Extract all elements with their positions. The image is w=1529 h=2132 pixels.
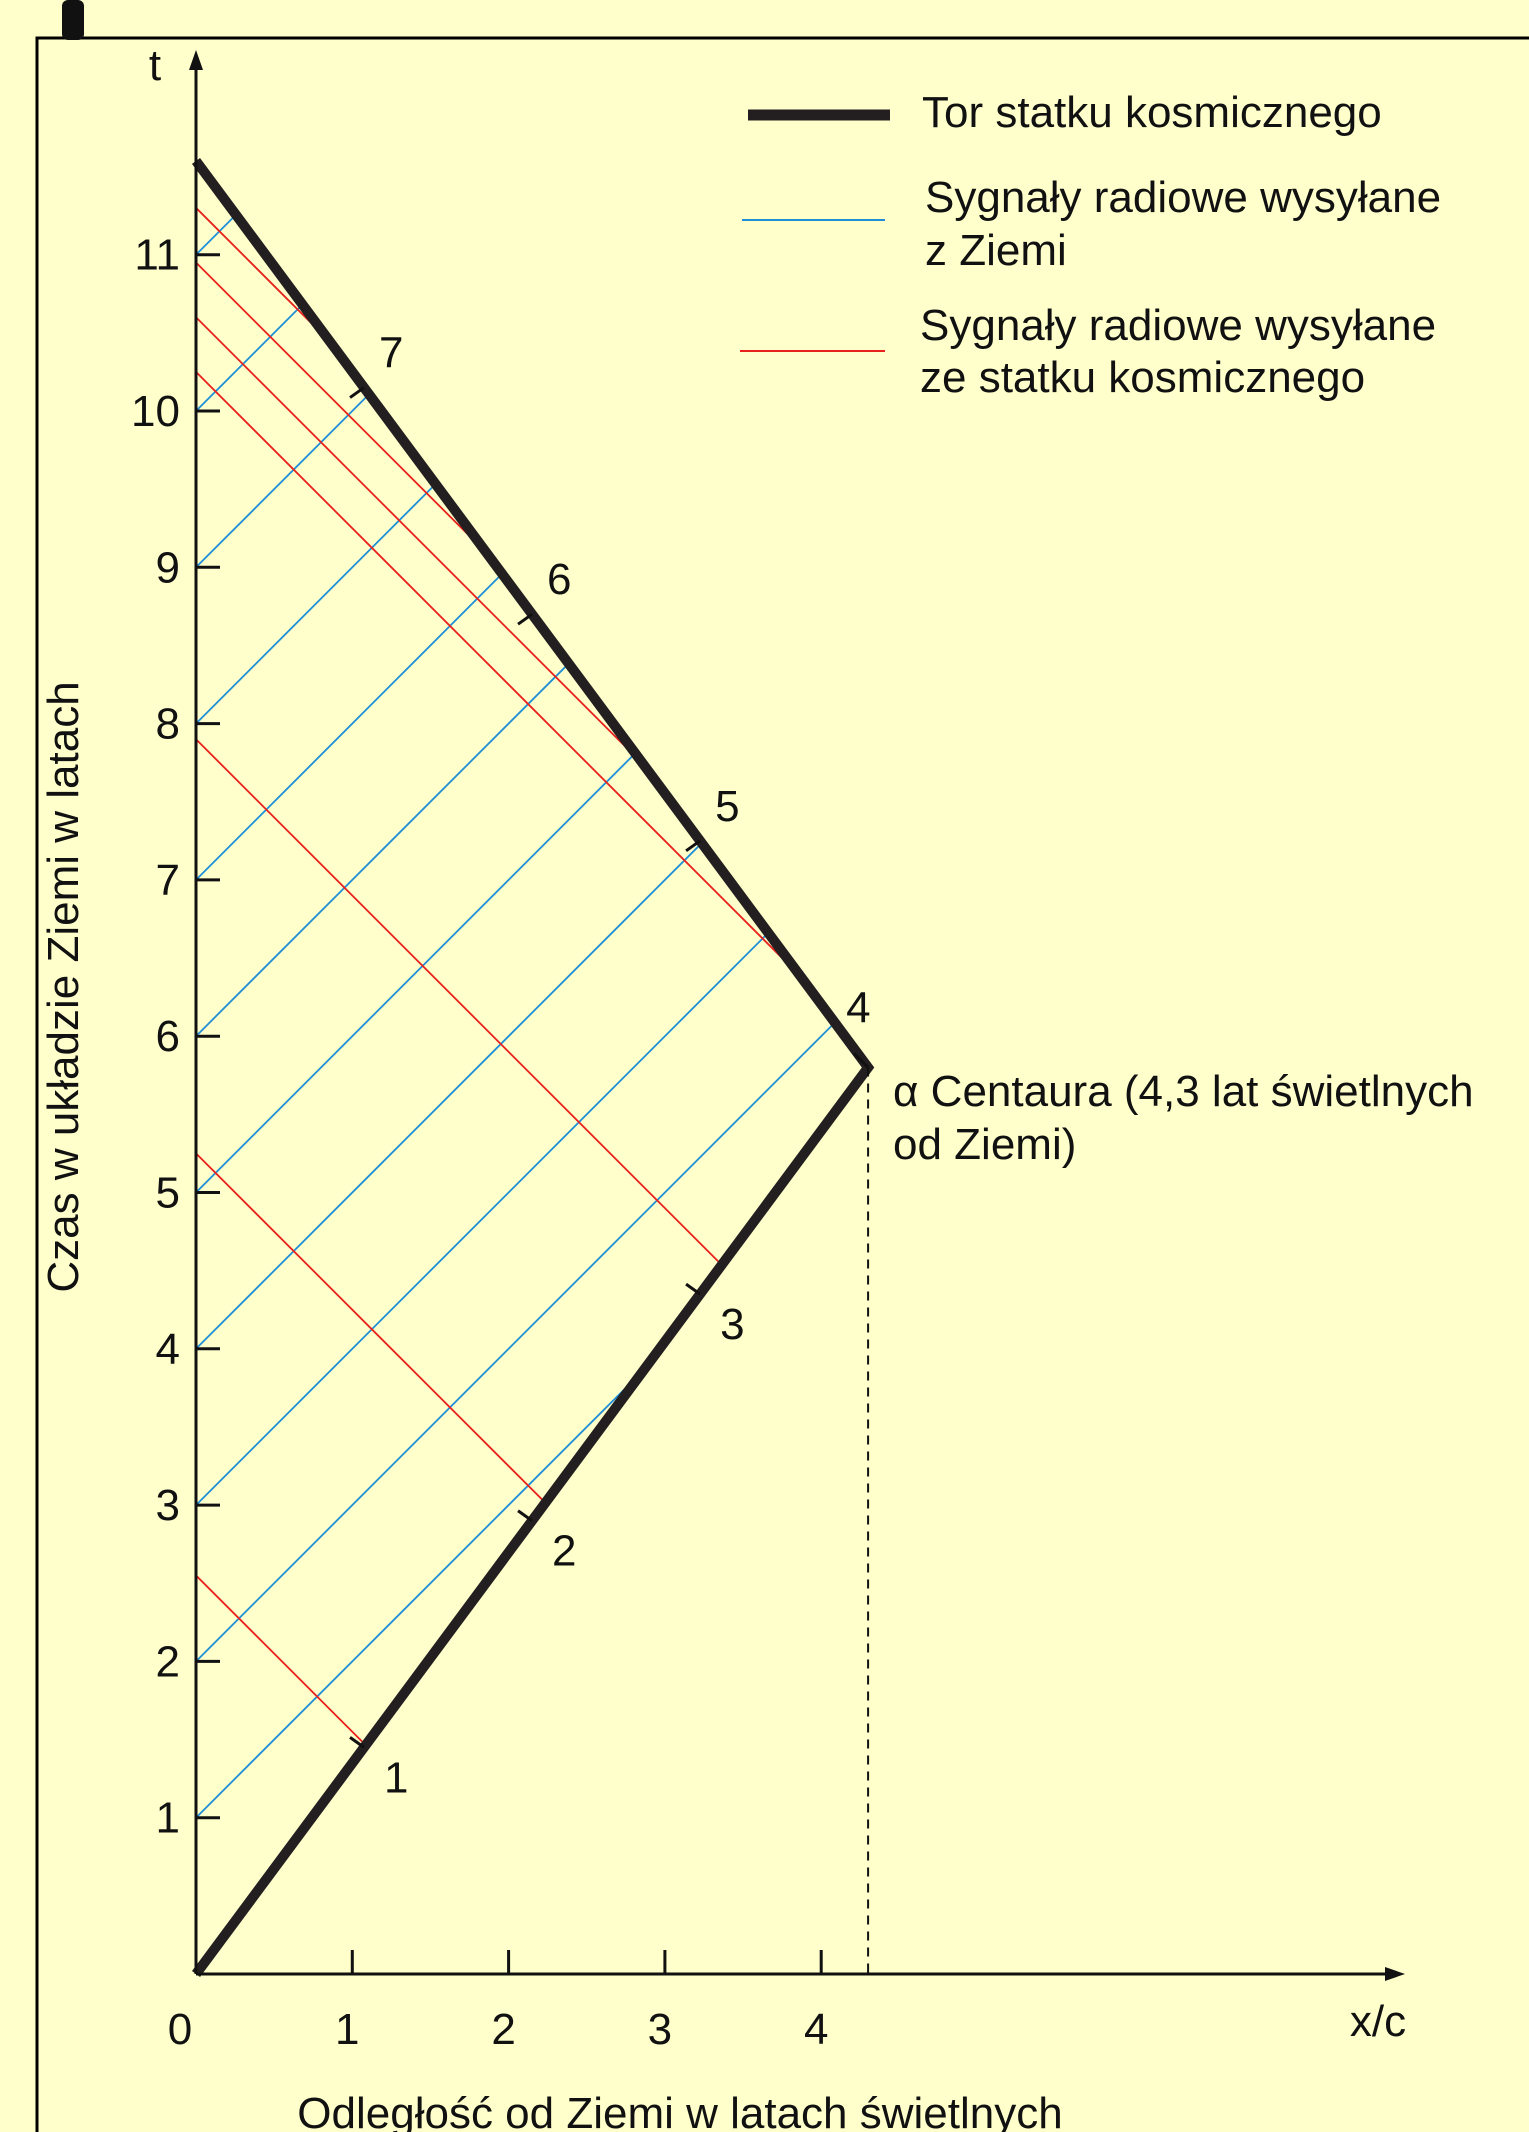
ship-event-tick: [517, 612, 533, 626]
ship-event-label: 4: [846, 983, 870, 1032]
spacecraft-path-layer: [191, 157, 875, 1977]
diagram-frame: [35, 36, 1529, 2132]
y-tick-label: 7: [156, 856, 180, 905]
y-tick-label: 11: [134, 231, 180, 280]
earth-signal-line: [195, 932, 769, 1506]
ship-signal-line: [195, 1152, 546, 1504]
y-axis-symbol: t: [149, 41, 161, 90]
ship-event-tick: [349, 386, 365, 399]
ship-signal-line: [195, 371, 802, 978]
corner-mark: [62, 0, 84, 40]
y-tick-label: 5: [156, 1169, 180, 1218]
y-tick-label: 1: [156, 1794, 180, 1843]
ship-signal-line: [195, 1574, 367, 1746]
ship-event-label: 7: [379, 329, 403, 378]
ship-signal-line: [195, 316, 645, 766]
ship-event-label: 3: [720, 1300, 744, 1349]
x-tick-label: 3: [648, 2005, 672, 2054]
earth-signal-line: [195, 483, 437, 725]
earth-signal-line: [195, 1021, 836, 1663]
y-axis-title: Czas w układzie Ziemi w latach: [39, 681, 88, 1292]
ship-event-tick: [853, 1052, 870, 1069]
y-axis-arrow: [189, 50, 203, 70]
y-tick-label: 2: [156, 1637, 180, 1686]
axes: [189, 50, 1405, 1981]
legend: Tor statku kosmicznego Sygnały radiowe w…: [740, 88, 1441, 402]
y-tick-label: 8: [156, 700, 180, 749]
y-tick-label: 6: [156, 1012, 180, 1061]
ship-signal-line: [195, 261, 488, 555]
ship-signal-line: [195, 738, 723, 1266]
ship-event-label: 5: [715, 782, 739, 831]
ship-event-tick: [685, 1282, 701, 1296]
earth-signal-line: [195, 214, 237, 256]
x-axis-arrow: [1385, 1967, 1405, 1981]
legend-label-path: Tor statku kosmicznego: [922, 88, 1382, 137]
earth-signal-line: [195, 573, 503, 881]
signal-lines: [195, 207, 836, 1819]
earth-signal-line: [195, 1369, 645, 1819]
y-tick-label: 3: [156, 1481, 180, 1530]
origin-label: 0: [168, 2005, 192, 2054]
y-tick-label: 10: [131, 387, 180, 436]
earth-signal-line: [195, 752, 636, 1194]
legend-label-ship-signal-2: ze statku kosmicznego: [920, 353, 1365, 402]
ticks: [196, 253, 823, 1974]
legend-label-ship-signal-1: Sygnały radiowe wysyłane: [920, 301, 1436, 350]
x-tick-label: 4: [804, 2005, 828, 2054]
earth-signal-line: [195, 662, 570, 1037]
y-tick-label: 9: [156, 543, 180, 592]
ship-event-label: 1: [384, 1753, 408, 1802]
ship-event-tick: [349, 1736, 365, 1749]
spacecraft-worldline: [191, 157, 875, 1977]
ship-event-label: 2: [552, 1527, 576, 1576]
x-tick-label: 1: [335, 2005, 359, 2054]
legend-label-earth-signal-2: z Ziemi: [925, 226, 1067, 275]
y-tick-label: 4: [156, 1325, 180, 1374]
earth-signal-line: [195, 842, 703, 1350]
ship-event-tick: [517, 1509, 533, 1522]
x-tick-label: 2: [491, 2005, 515, 2054]
x-axis-symbol: x/c: [1350, 1997, 1406, 2046]
earth-signal-line: [195, 393, 370, 568]
ship-events: 1 2 3 4 5 6 7: [349, 329, 871, 1802]
earth-signal-line: [195, 303, 304, 412]
annotation-line-1: α Centaura (4,3 lat świetlnych: [893, 1067, 1474, 1116]
legend-label-earth-signal-1: Sygnały radiowe wysyłane: [925, 173, 1441, 222]
ship-event-tick: [685, 839, 701, 853]
x-axis-title: Odległość od Ziemi w latach świetlnych: [297, 2089, 1062, 2132]
ship-event-label: 6: [547, 555, 571, 604]
annotation-line-2: od Ziemi): [893, 1120, 1076, 1169]
